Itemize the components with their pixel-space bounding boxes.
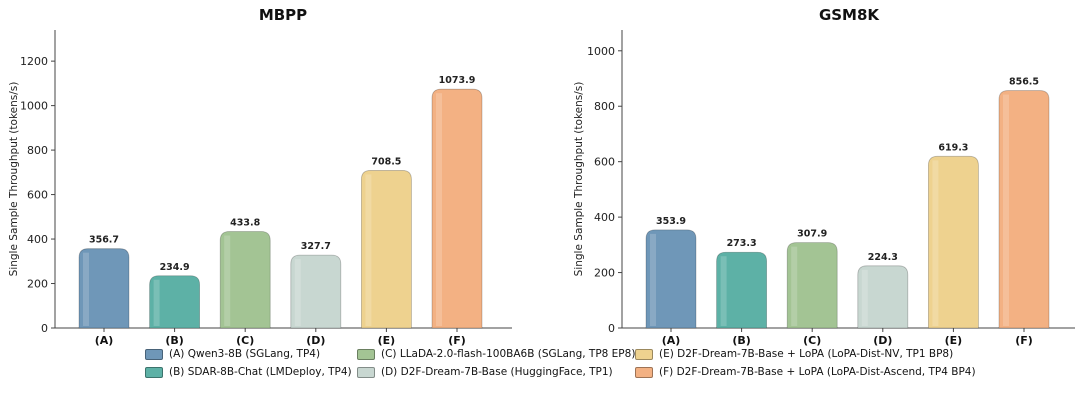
gsm8k-ytick-label: 200	[594, 267, 615, 280]
mbpp-bar-b	[149, 275, 200, 329]
legend-swatch-d	[357, 366, 375, 378]
gsm8k-xtick-label-a: (A)	[662, 334, 681, 347]
gsm8k-bar-highlight-e	[932, 160, 939, 326]
mbpp-ytick-label: 200	[27, 278, 48, 291]
mbpp-bar-highlight-c	[224, 235, 231, 326]
gsm8k-ytick-label: 0	[608, 322, 615, 335]
legend-swatch-c	[357, 348, 375, 360]
mbpp-ylabel: Single Sample Throughput (tokens/s)	[8, 82, 20, 277]
gsm8k-ytick-label: 800	[594, 100, 615, 113]
gsm8k-value-label-b: 273.3	[727, 238, 757, 249]
gsm8k-bar-d	[857, 265, 909, 329]
legend-item-b: (B) SDAR-8B-Chat (LMDeploy, TP4)	[145, 366, 352, 378]
legend-label-b: (B) SDAR-8B-Chat (LMDeploy, TP4)	[169, 366, 352, 378]
mbpp-bar-e	[361, 170, 412, 329]
legend-label-f: (F) D2F-Dream-7B-Base + LoPA (LoPA-Dist-…	[659, 366, 976, 378]
mbpp-bar-highlight-b	[153, 279, 160, 326]
gsm8k-ytick-label: 600	[594, 156, 615, 169]
gsm8k-bar-highlight-b	[720, 256, 727, 326]
gsm8k-xtick-label-b: (B)	[732, 334, 750, 347]
mbpp-xtick-label-e: (E)	[378, 334, 396, 347]
legend-label-a: (A) Qwen3-8B (SGLang, TP4)	[169, 348, 321, 360]
gsm8k-title: GSM8K	[819, 6, 880, 24]
gsm8k-value-label-e: 619.3	[938, 142, 968, 153]
legend-label-e: (E) D2F-Dream-7B-Base + LoPA (LoPA-Dist-…	[659, 348, 954, 360]
gsm8k-xtick-label-e: (E)	[945, 334, 963, 347]
gsm8k-xtick-label-c: (C)	[803, 334, 821, 347]
mbpp-value-label-b: 234.9	[160, 262, 190, 273]
legend-swatch-b	[145, 366, 163, 378]
legend-swatch-a	[145, 348, 163, 360]
legend: (A) Qwen3-8B (SGLang, TP4) (C) LLaDA-2.0…	[145, 348, 1005, 378]
gsm8k-bar-highlight-d	[861, 269, 868, 326]
mbpp-value-label-f: 1073.9	[439, 75, 476, 86]
gsm8k-ylabel: Single Sample Throughput (tokens/s)	[573, 82, 585, 277]
mbpp-bar-highlight-a	[83, 252, 89, 326]
legend-item-e: (E) D2F-Dream-7B-Base + LoPA (LoPA-Dist-…	[635, 348, 975, 360]
legend-item-c: (C) LLaDA-2.0-flash-100BA6B (SGLang, TP8…	[357, 348, 635, 360]
gsm8k-value-label-c: 307.9	[797, 229, 827, 240]
mbpp-xtick-label-c: (C)	[236, 334, 254, 347]
mbpp-xtick-label-b: (B)	[165, 334, 183, 347]
gsm8k-bar-a	[645, 229, 697, 329]
gsm8k-xtick-label-f: (F)	[1015, 334, 1033, 347]
gsm8k-ytick-label: 1000	[587, 45, 615, 58]
gsm8k-bar-highlight-c	[791, 246, 798, 326]
mbpp-title: MBPP	[259, 6, 307, 24]
mbpp-bar-c	[219, 231, 271, 329]
mbpp-ytick-label: 600	[27, 189, 48, 202]
mbpp-bar-f	[431, 88, 483, 329]
gsm8k-bar-highlight-f	[1003, 94, 1009, 326]
mbpp-bar-highlight-e	[365, 174, 372, 326]
gsm8k-bar-f	[998, 90, 1050, 329]
mbpp-value-label-a: 356.7	[89, 235, 119, 246]
mbpp-ytick-label: 0	[41, 322, 48, 335]
legend-item-d: (D) D2F-Dream-7B-Base (HuggingFace, TP1)	[357, 366, 629, 378]
gsm8k-value-label-f: 856.5	[1009, 77, 1039, 88]
gsm8k-value-label-a: 353.9	[656, 216, 686, 227]
legend-label-c: (C) LLaDA-2.0-flash-100BA6B (SGLang, TP8…	[381, 348, 636, 360]
gsm8k-bar-c	[786, 242, 838, 329]
legend-swatch-e	[635, 348, 653, 360]
mbpp-xtick-label-d: (D)	[306, 334, 325, 347]
mbpp-ytick-label: 1200	[20, 55, 48, 68]
legend-item-a: (A) Qwen3-8B (SGLang, TP4)	[145, 348, 351, 360]
mbpp-xtick-label-f: (F)	[448, 334, 466, 347]
gsm8k-bar-b	[716, 251, 767, 329]
gsm8k-bar-e	[928, 155, 979, 329]
mbpp-value-label-c: 433.8	[230, 218, 260, 229]
mbpp-ytick-label: 800	[27, 144, 48, 157]
gsm8k-ytick-label: 400	[594, 211, 615, 224]
mbpp-value-label-e: 708.5	[371, 156, 401, 167]
gsm8k-xtick-label-d: (D)	[873, 334, 892, 347]
legend-swatch-f	[635, 366, 653, 378]
mbpp-xtick-label-a: (A)	[95, 334, 114, 347]
mbpp-ytick-label: 400	[27, 233, 48, 246]
gsm8k-bar-highlight-a	[650, 233, 656, 326]
legend-item-f: (F) D2F-Dream-7B-Base + LoPA (LoPA-Dist-…	[635, 366, 976, 378]
gsm8k-value-label-d: 224.3	[868, 252, 898, 263]
mbpp-bar-highlight-d	[294, 259, 301, 326]
mbpp-bar-a	[78, 248, 130, 329]
legend-label-d: (D) D2F-Dream-7B-Base (HuggingFace, TP1)	[381, 366, 613, 378]
mbpp-value-label-d: 327.7	[301, 241, 331, 252]
mbpp-bar-highlight-f	[436, 93, 442, 326]
mbpp-bar-d	[290, 254, 342, 329]
mbpp-ytick-label: 1000	[20, 100, 48, 113]
